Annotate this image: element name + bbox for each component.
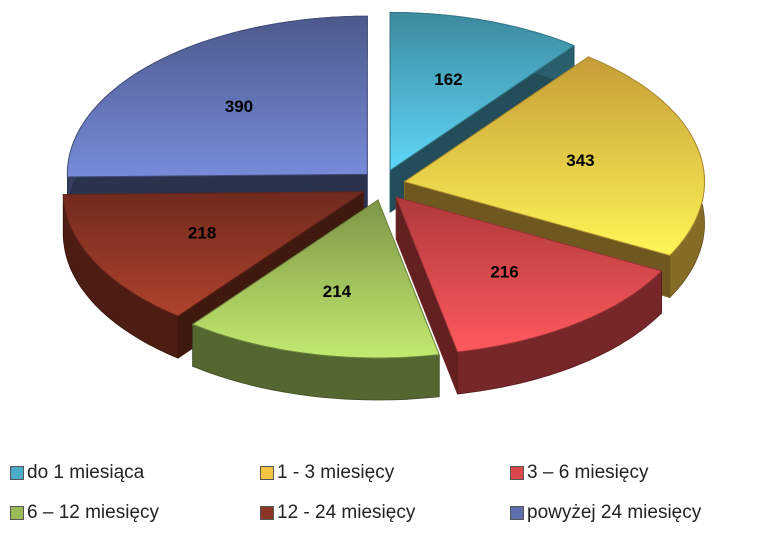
data-label: 214 — [323, 282, 352, 301]
legend-swatch — [260, 506, 274, 520]
legend-item: do 1 miesiąca — [10, 462, 260, 484]
slice — [191, 199, 440, 359]
slice — [62, 191, 365, 317]
legend-label: 12 - 24 miesięcy — [277, 502, 416, 523]
legend-item: 3 – 6 miesięcy — [510, 462, 760, 484]
legend-label: 1 - 3 miesięcy — [277, 462, 395, 483]
legend-label: powyżej 24 miesięcy — [527, 502, 702, 523]
chart: 162 343 216 214 218 390 — [62, 11, 706, 401]
legend-swatch — [10, 506, 24, 520]
slice — [403, 56, 706, 257]
legend-swatch — [510, 466, 524, 480]
data-label: 343 — [566, 151, 594, 170]
legend-item: 12 - 24 miesięcy — [260, 502, 510, 524]
slice — [66, 15, 368, 178]
legend-item: 1 - 3 miesięcy — [260, 462, 510, 484]
legend-swatch — [260, 466, 274, 480]
data-label: 390 — [225, 97, 253, 116]
data-label: 218 — [188, 224, 216, 243]
legend-item: powyżej 24 miesięcy — [510, 502, 760, 524]
data-label: 216 — [490, 263, 518, 282]
legend-item: 6 – 12 miesięcy — [10, 502, 260, 524]
legend-label: do 1 miesiąca — [27, 462, 145, 483]
data-label: 162 — [434, 70, 462, 89]
legend-label: 3 – 6 miesięcy — [527, 462, 649, 483]
legend-swatch — [10, 466, 24, 480]
legend: do 1 miesiąca 1 - 3 miesięcy 3 – 6 miesięc… — [10, 462, 760, 524]
legend-label: 6 – 12 miesięcy — [27, 502, 160, 523]
slice — [389, 11, 576, 172]
legend-swatch — [510, 506, 524, 520]
slice — [395, 196, 663, 353]
